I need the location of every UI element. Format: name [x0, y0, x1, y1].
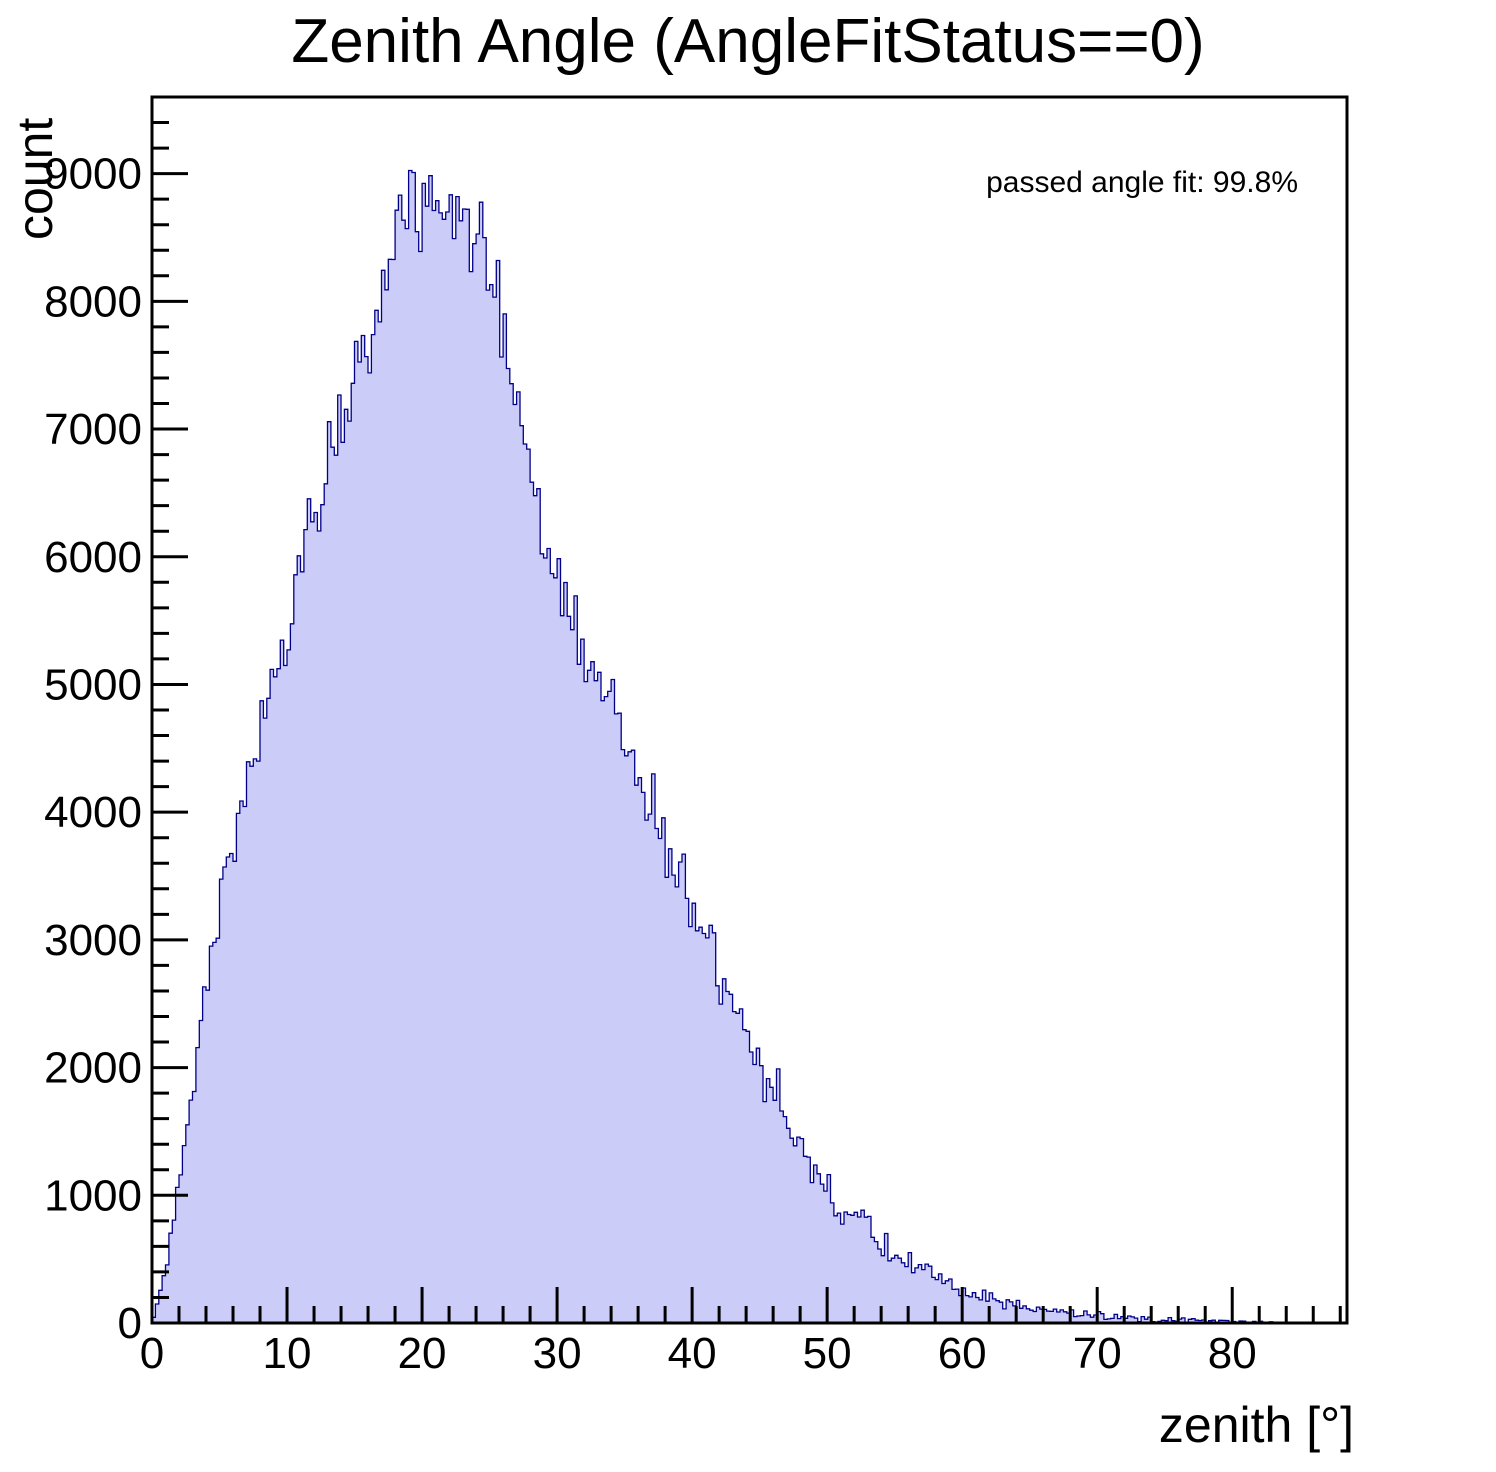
- axis-tick-labels: 0 10 20 30 40 50 60 70 80 0 1000 2000 3000 4000 5000 60…: [44, 150, 1257, 1378]
- plot-frame: [150, 95, 1349, 1325]
- x-tick-label: 70: [1073, 1329, 1122, 1378]
- chart-title: Zenith Angle (AngleFitStatus==0): [291, 7, 1205, 76]
- x-axis-title: zenith [°]: [1158, 1397, 1354, 1453]
- y-tick-label: 6000: [44, 533, 142, 582]
- y-tick-label: 5000: [44, 660, 142, 709]
- y-tick-label: 1000: [44, 1171, 142, 1220]
- x-tick-label: 80: [1208, 1329, 1257, 1378]
- x-tick-label: 10: [263, 1329, 312, 1378]
- passed-angle-fit-annotation: passed angle fit: 99.8%: [986, 166, 1298, 199]
- y-tick-label: 4000: [44, 788, 142, 837]
- zenith-histogram-series: [151, 169, 1347, 1324]
- x-tick-label: 40: [668, 1329, 717, 1378]
- y-tick-label: 3000: [44, 916, 142, 965]
- x-tick-label: 50: [803, 1329, 852, 1378]
- x-tick-label: 0: [140, 1329, 164, 1378]
- y-tick-label: 9000: [44, 150, 142, 199]
- x-tick-label: 20: [398, 1329, 447, 1378]
- axis-ticks: [150, 95, 1342, 1325]
- x-tick-label: 30: [533, 1329, 582, 1378]
- y-tick-label: 8000: [44, 277, 142, 326]
- y-tick-label: 0: [118, 1299, 142, 1348]
- x-tick-label: 60: [938, 1329, 987, 1378]
- y-tick-label: 7000: [44, 405, 142, 454]
- y-tick-label: 2000: [44, 1044, 142, 1093]
